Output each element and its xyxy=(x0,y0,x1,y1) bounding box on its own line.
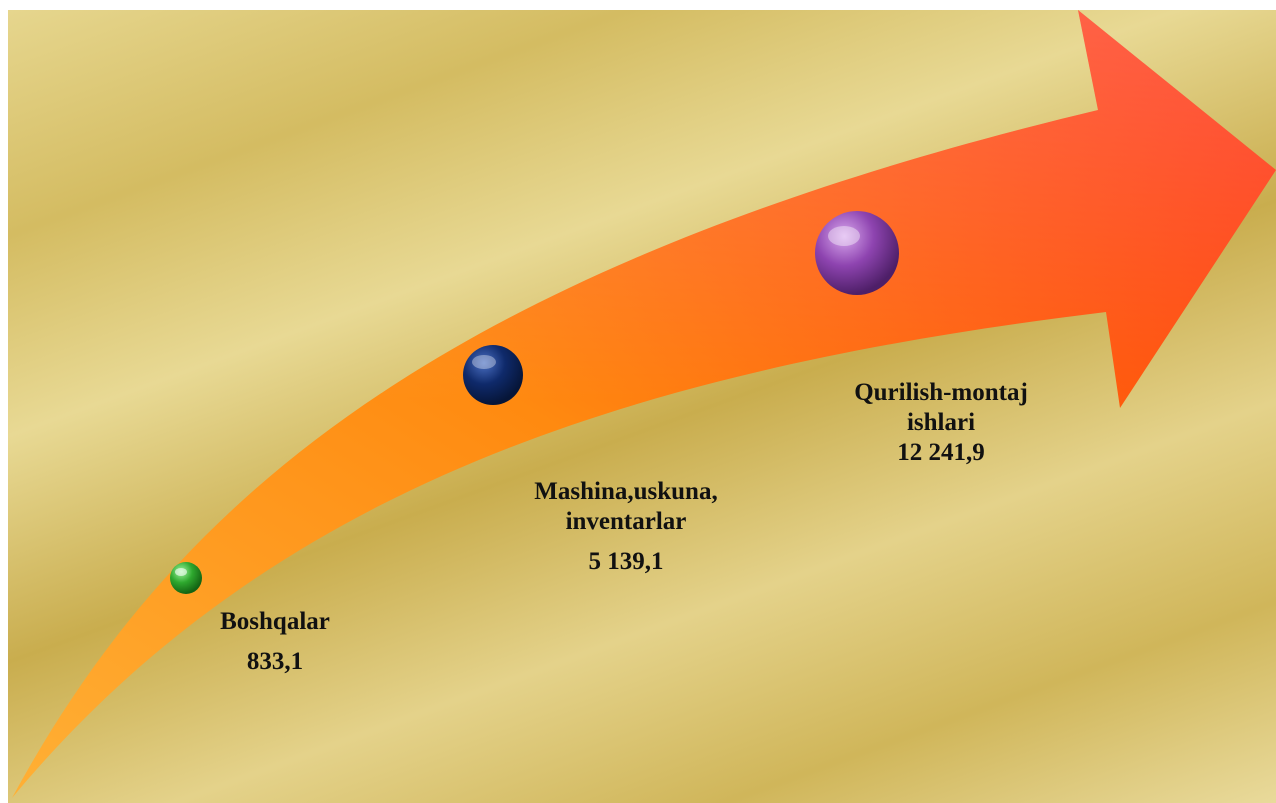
item-label-line-1: Qurilish-montaj xyxy=(854,379,1028,406)
arrow-highlight xyxy=(12,10,1276,798)
item-label-line-2: inventarlar xyxy=(565,508,687,535)
item-value: 12 241,9 xyxy=(897,439,985,466)
item-label-line-2: ishlari xyxy=(906,409,976,436)
marker-green-dot xyxy=(170,562,202,594)
item-label-line-1: Mashina,uskuna, xyxy=(534,478,718,505)
growth-arrow xyxy=(12,10,1276,798)
label-boshqalar: Boshqalar 833,1 xyxy=(200,607,350,677)
item-label: Boshqalar xyxy=(220,608,330,635)
label-mashina: Mashina,uskuna, inventarlar 5 139,1 xyxy=(506,477,746,577)
diagram-canvas: Boshqalar 833,1 Mashina,uskuna, inventar… xyxy=(8,10,1276,803)
item-value: 5 139,1 xyxy=(588,548,664,575)
label-qurilish: Qurilish-montaj ishlari 12 241,9 xyxy=(831,378,1051,468)
item-value: 833,1 xyxy=(246,648,304,675)
marker-blue-dot xyxy=(463,345,523,405)
marker-purple-dot xyxy=(815,211,899,295)
